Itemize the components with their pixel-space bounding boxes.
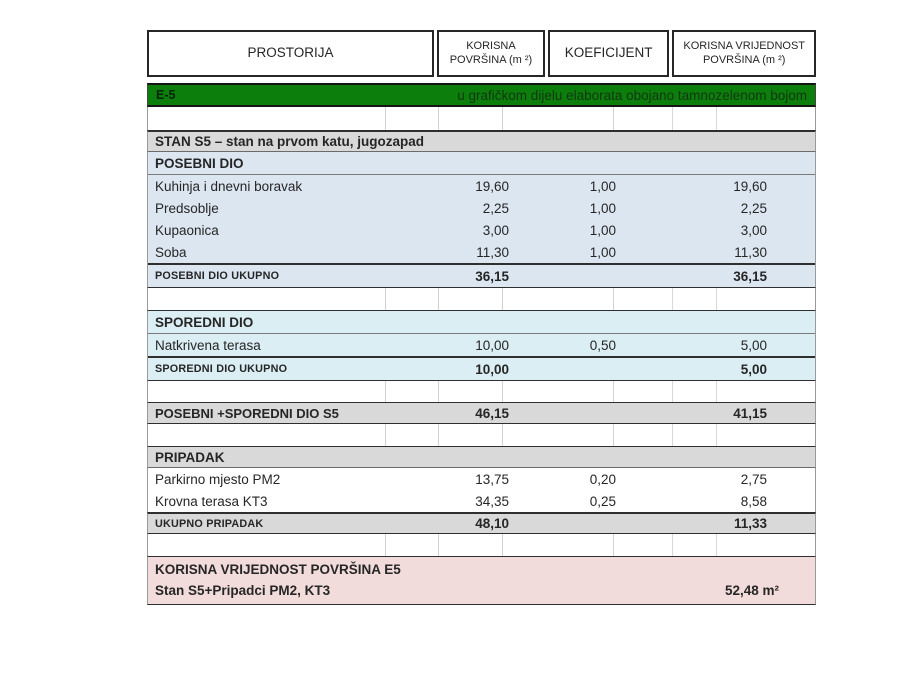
room-area: 3,00 bbox=[482, 222, 509, 238]
final-title-line: KORISNA VRIJEDNOST POVRŠINA E5 bbox=[148, 559, 815, 580]
table-row: Krovna terasa KT3 34,35 0,25 8,58 bbox=[147, 490, 816, 512]
spacer-row bbox=[147, 288, 816, 310]
room-coefficient: 1,00 bbox=[589, 222, 616, 238]
unit-color-note: u grafičkom dijelu elaborata obojano tam… bbox=[457, 87, 807, 103]
section-posebni-dio: POSEBNI DIO Kuhinja i dnevni boravak 19,… bbox=[147, 152, 816, 288]
section-total-row: UKUPNO PRIPADAK 48,10 11,33 bbox=[147, 512, 816, 534]
table-header-row: PROSTORIJA KORISNA POVRŠINA (m ²) KOEFIC… bbox=[147, 30, 816, 77]
total-value: 11,33 bbox=[733, 516, 767, 531]
total-area: 48,10 bbox=[475, 516, 509, 531]
room-coefficient: 0,25 bbox=[589, 493, 616, 509]
apartment-title: STAN S5 – stan na prvom katu, jugozapad bbox=[155, 134, 425, 149]
room-name: Kuhinja i dnevni boravak bbox=[155, 178, 303, 194]
column-header-prostorija: PROSTORIJA bbox=[147, 30, 435, 77]
total-area: 10,00 bbox=[475, 361, 509, 377]
section-sporedni-dio: SPOREDNI DIO Natkrivena terasa 10,00 0,5… bbox=[147, 310, 816, 381]
final-subtitle: Stan S5+Pripadci PM2, KT3 bbox=[155, 583, 331, 598]
unit-banner: E-5 u grafičkom dijelu elaborata obojano… bbox=[147, 83, 816, 107]
unit-code: E-5 bbox=[156, 88, 176, 102]
room-name: Soba bbox=[155, 244, 187, 260]
room-value: 2,75 bbox=[740, 471, 767, 487]
room-area: 11,30 bbox=[476, 244, 509, 260]
room-value: 2,25 bbox=[740, 200, 767, 216]
area-calculation-table: PROSTORIJA KORISNA POVRŠINA (m ²) KOEFIC… bbox=[147, 30, 816, 605]
section-header: PRIPADAK bbox=[147, 446, 816, 468]
room-value: 8,58 bbox=[740, 493, 767, 509]
section-total-row: SPOREDNI DIO UKUPNO 10,00 5,00 bbox=[148, 356, 815, 380]
room-area: 10,00 bbox=[475, 337, 509, 353]
room-area: 2,25 bbox=[482, 200, 509, 216]
table-row: Predsoblje 2,25 1,00 2,25 bbox=[148, 197, 815, 219]
total-label: POSEBNI DIO UKUPNO bbox=[155, 270, 280, 282]
table-row: Natkrivena terasa 10,00 0,50 5,00 bbox=[148, 334, 815, 356]
room-coefficient: 1,00 bbox=[589, 244, 616, 260]
table-row: Parkirno mjesto PM2 13,75 0,20 2,75 bbox=[147, 468, 816, 490]
section-header: POSEBNI DIO bbox=[148, 152, 815, 175]
spacer-row bbox=[147, 107, 816, 130]
total-value: 36,15 bbox=[733, 268, 767, 284]
combined-total-row: POSEBNI +SPOREDNI DIO S5 46,15 41,15 bbox=[147, 402, 816, 424]
room-value: 11,30 bbox=[734, 244, 767, 260]
room-area: 34,35 bbox=[475, 493, 509, 509]
final-value: 52,48 m² bbox=[724, 583, 779, 598]
room-value: 19,60 bbox=[733, 178, 767, 194]
room-name: Parkirno mjesto PM2 bbox=[155, 471, 281, 487]
total-label: SPOREDNI DIO UKUPNO bbox=[155, 363, 288, 375]
room-coefficient: 0,20 bbox=[589, 471, 616, 487]
room-value: 5,00 bbox=[740, 337, 767, 353]
room-coefficient: 1,00 bbox=[589, 178, 616, 194]
spacer-row bbox=[147, 424, 816, 446]
final-title: KORISNA VRIJEDNOST POVRŠINA E5 bbox=[155, 562, 401, 577]
spacer-row bbox=[147, 381, 816, 402]
section-title: POSEBNI DIO bbox=[155, 155, 244, 171]
section-pripadak: PRIPADAK Parkirno mjesto PM2 13,75 0,20 … bbox=[147, 446, 816, 534]
table-row: Soba 11,30 1,00 11,30 bbox=[148, 241, 815, 263]
room-name: Predsoblje bbox=[155, 200, 219, 216]
room-value: 3,00 bbox=[740, 222, 767, 238]
room-name: Krovna terasa KT3 bbox=[155, 493, 268, 509]
final-result-line: Stan S5+Pripadci PM2, KT3 52,48 m² bbox=[148, 580, 815, 601]
combined-total-label: POSEBNI +SPOREDNI DIO S5 bbox=[155, 405, 339, 421]
room-area: 13,75 bbox=[475, 471, 509, 487]
column-header-koeficijent: KOEFICIJENT bbox=[547, 30, 670, 77]
section-title: SPOREDNI DIO bbox=[155, 314, 254, 330]
combined-total-value: 41,15 bbox=[733, 405, 767, 421]
room-area: 19,60 bbox=[475, 178, 509, 194]
section-total-row: POSEBNI DIO UKUPNO 36,15 36,15 bbox=[148, 263, 815, 287]
total-label: UKUPNO PRIPADAK bbox=[155, 517, 264, 530]
apartment-title-row: STAN S5 – stan na prvom katu, jugozapad bbox=[147, 130, 816, 152]
spacer-row bbox=[147, 534, 816, 556]
final-value-block: KORISNA VRIJEDNOST POVRŠINA E5 Stan S5+P… bbox=[147, 556, 816, 605]
table-row: Kupaonica 3,00 1,00 3,00 bbox=[148, 219, 815, 241]
section-header: SPOREDNI DIO bbox=[148, 311, 815, 334]
room-coefficient: 1,00 bbox=[589, 200, 616, 216]
column-header-korisna-vrijednost: KORISNA VRIJEDNOST POVRŠINA (m ²) bbox=[672, 30, 816, 77]
room-coefficient: 0,50 bbox=[589, 337, 616, 353]
table-row: Kuhinja i dnevni boravak 19,60 1,00 19,6… bbox=[148, 175, 815, 197]
column-header-korisna-povrsina: KORISNA POVRŠINA (m ²) bbox=[437, 30, 545, 77]
room-name: Natkrivena terasa bbox=[155, 337, 261, 353]
section-title: PRIPADAK bbox=[155, 449, 225, 465]
room-name: Kupaonica bbox=[155, 222, 219, 238]
combined-total-area: 46,15 bbox=[475, 405, 509, 421]
total-value: 5,00 bbox=[740, 361, 767, 377]
total-area: 36,15 bbox=[475, 268, 509, 284]
